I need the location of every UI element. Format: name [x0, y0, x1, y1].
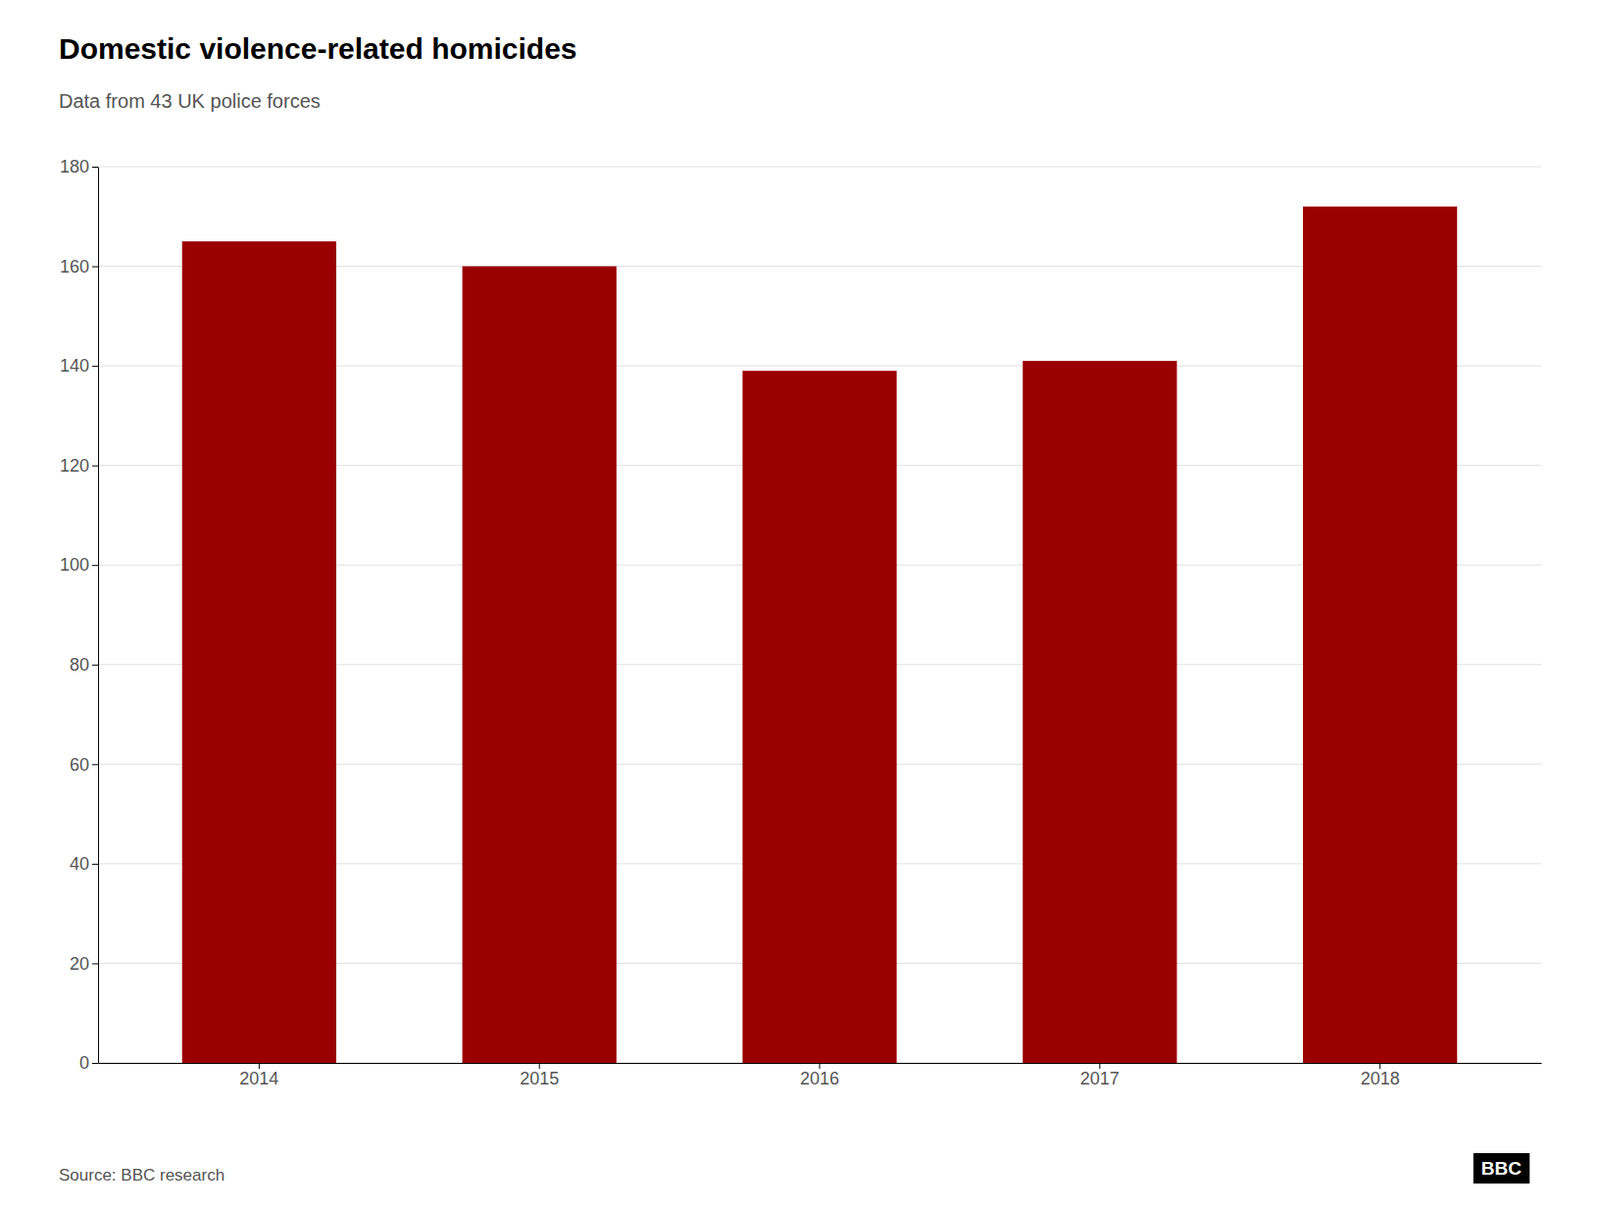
y-tick: 0: [79, 1052, 99, 1073]
y-tick: 180: [59, 156, 99, 177]
y-tick-label: 120: [59, 455, 90, 476]
logo-text: BBC: [1481, 1157, 1522, 1179]
bar: [742, 370, 897, 1063]
y-tick-mark: [92, 266, 99, 268]
grid: [98, 166, 1542, 1063]
bars: [182, 206, 1458, 1063]
y-tick-mark: [92, 365, 99, 367]
x-tick-label: 2014: [239, 1068, 279, 1089]
logo: BBC: [1473, 1152, 1530, 1184]
y-tick-mark: [92, 962, 99, 964]
y-tick-label: 20: [69, 953, 90, 974]
y-tick-mark: [92, 863, 99, 865]
x-tick: 2016: [800, 1062, 840, 1089]
y-tick-label: 60: [69, 754, 90, 775]
y-tick-mark: [92, 465, 99, 467]
subtitle: Data from 43 UK police forces: [58, 90, 321, 112]
y-tick-label: 100: [59, 554, 90, 575]
bar: [1022, 360, 1177, 1063]
plot-area: 0 20 40 60 80 100 120 140 160 180 2014 2015 2016 2017…: [59, 156, 1543, 1089]
y-axis-line: [98, 167, 100, 1064]
y-tick: 120: [59, 455, 99, 476]
y-tick: 100: [59, 554, 99, 575]
source-text: Source: BBC research: [58, 1165, 225, 1185]
y-tick-label: 160: [59, 256, 90, 277]
title: Domestic violence-related homicides: [58, 32, 578, 65]
y-tick-mark: [92, 763, 99, 765]
y-tick: 160: [59, 256, 99, 277]
x-axis: 2014 2015 2016 2017 2018: [99, 1062, 1543, 1089]
logo-box: [1473, 1152, 1530, 1184]
x-tick: 2018: [1360, 1062, 1400, 1089]
y-tick-mark: [92, 664, 99, 666]
y-tick-label: 40: [69, 853, 90, 874]
x-tick: 2015: [519, 1062, 559, 1089]
x-tick: 2017: [1080, 1062, 1120, 1089]
y-tick-label: 0: [79, 1052, 90, 1073]
x-tick: 2014: [239, 1062, 279, 1089]
grid-line: [98, 166, 1542, 168]
chart-svg: Domestic violence-related homicides Data …: [0, 0, 1600, 1210]
y-axis: 0 20 40 60 80 100 120 140 160 180: [59, 156, 100, 1073]
y-tick: 80: [69, 654, 99, 675]
y-tick-mark: [92, 1062, 99, 1064]
x-tick-label: 2017: [1080, 1068, 1120, 1089]
x-tick-label: 2015: [519, 1068, 559, 1089]
y-tick-label: 180: [59, 156, 90, 177]
y-tick: 60: [69, 754, 99, 775]
bar: [462, 266, 617, 1063]
x-tick-label: 2018: [1360, 1068, 1400, 1089]
y-tick-mark: [92, 564, 99, 566]
y-tick-label: 140: [59, 355, 90, 376]
y-tick: 20: [69, 953, 99, 974]
bar: [182, 241, 337, 1063]
y-tick: 40: [69, 853, 99, 874]
x-tick-label: 2016: [800, 1068, 840, 1089]
y-tick-label: 80: [69, 654, 90, 675]
y-tick: 140: [59, 355, 99, 376]
bar: [1302, 206, 1457, 1063]
y-tick-mark: [92, 166, 99, 168]
